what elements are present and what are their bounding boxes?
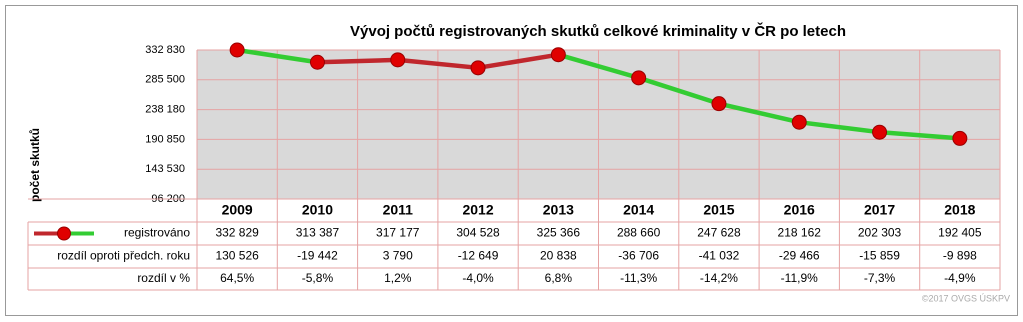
table-value: -4,9% (944, 271, 976, 285)
line-segment (234, 47, 320, 65)
table-value: 317 177 (376, 226, 420, 240)
table-value: 20 838 (540, 249, 577, 263)
line-segment (716, 101, 802, 125)
table-value: -15 859 (859, 249, 900, 263)
y-tick-label: 238 180 (145, 104, 185, 116)
table-value: 325 366 (537, 226, 581, 240)
table-value: -11,9% (781, 271, 818, 285)
x-tick-label: 2014 (623, 202, 654, 218)
line-segment (877, 129, 963, 141)
table-value: -41 032 (699, 249, 740, 263)
table-value: 130 526 (215, 249, 259, 263)
y-tick-label: 143 530 (145, 163, 185, 175)
point (872, 124, 888, 140)
table-value: 3 790 (383, 249, 413, 263)
line-segment (315, 57, 400, 65)
table-value: -9 898 (943, 249, 977, 263)
point (229, 42, 245, 58)
table-value: 192 405 (938, 226, 982, 240)
row-label: rozdíl v % (137, 271, 190, 285)
table-value: 218 162 (778, 226, 822, 240)
y-tick-label: 285 500 (145, 74, 185, 86)
table-value: -11,3% (620, 271, 657, 285)
y-tick-label: 190 850 (145, 133, 185, 145)
x-tick-label: 2016 (784, 202, 815, 218)
row-label: rozdíl oproti předch. roku (57, 249, 190, 263)
point (631, 70, 647, 86)
line-segment (395, 57, 481, 71)
x-tick-label: 2017 (864, 202, 895, 218)
point (390, 52, 406, 68)
table-value: -36 706 (618, 249, 659, 263)
point (711, 96, 727, 112)
table-value: 304 528 (456, 226, 500, 240)
point (791, 114, 807, 130)
x-tick-label: 2011 (383, 202, 414, 218)
table-value: -4,0% (462, 271, 494, 285)
table-value: 6,8% (545, 271, 573, 285)
table-value: 1,2% (384, 271, 412, 285)
table-value: -14,2% (700, 271, 738, 285)
x-tick-label: 2010 (302, 202, 333, 218)
x-tick-label: 2018 (944, 202, 975, 218)
x-tick-label: 2009 (222, 202, 253, 218)
y-tick-label: 332 830 (145, 44, 185, 56)
x-tick-label: 2015 (703, 202, 734, 218)
table-value: -7,3% (864, 271, 896, 285)
table-value: -29 466 (779, 249, 820, 263)
line-segment (797, 119, 882, 135)
legend-label: registrováno (124, 226, 190, 240)
table-value: 202 303 (858, 226, 902, 240)
point (550, 47, 566, 63)
point (309, 54, 325, 70)
x-tick-label: 2013 (543, 202, 574, 218)
table-value: -19 442 (297, 249, 338, 263)
copyright: ©2017 OVGS ÚSKPV (922, 293, 1010, 303)
table-value: 332 829 (215, 226, 259, 240)
legend-marker (57, 226, 71, 241)
table-value: 64,5% (220, 271, 254, 285)
table-value: 288 660 (617, 226, 661, 240)
line-segment (556, 52, 641, 81)
table-value: 247 628 (697, 226, 741, 240)
table-value: -12 649 (458, 249, 499, 263)
line-segment (636, 75, 722, 106)
point (470, 60, 486, 76)
table-value: -5,8% (302, 271, 334, 285)
point (952, 130, 968, 146)
line-segment (475, 52, 561, 71)
y-axis-label: počet skutků (28, 128, 42, 202)
x-tick-label: 2012 (462, 202, 493, 218)
chart-title: Vývoj počtů registrovaných skutků celkov… (350, 22, 846, 40)
table-value: 313 387 (296, 226, 340, 240)
